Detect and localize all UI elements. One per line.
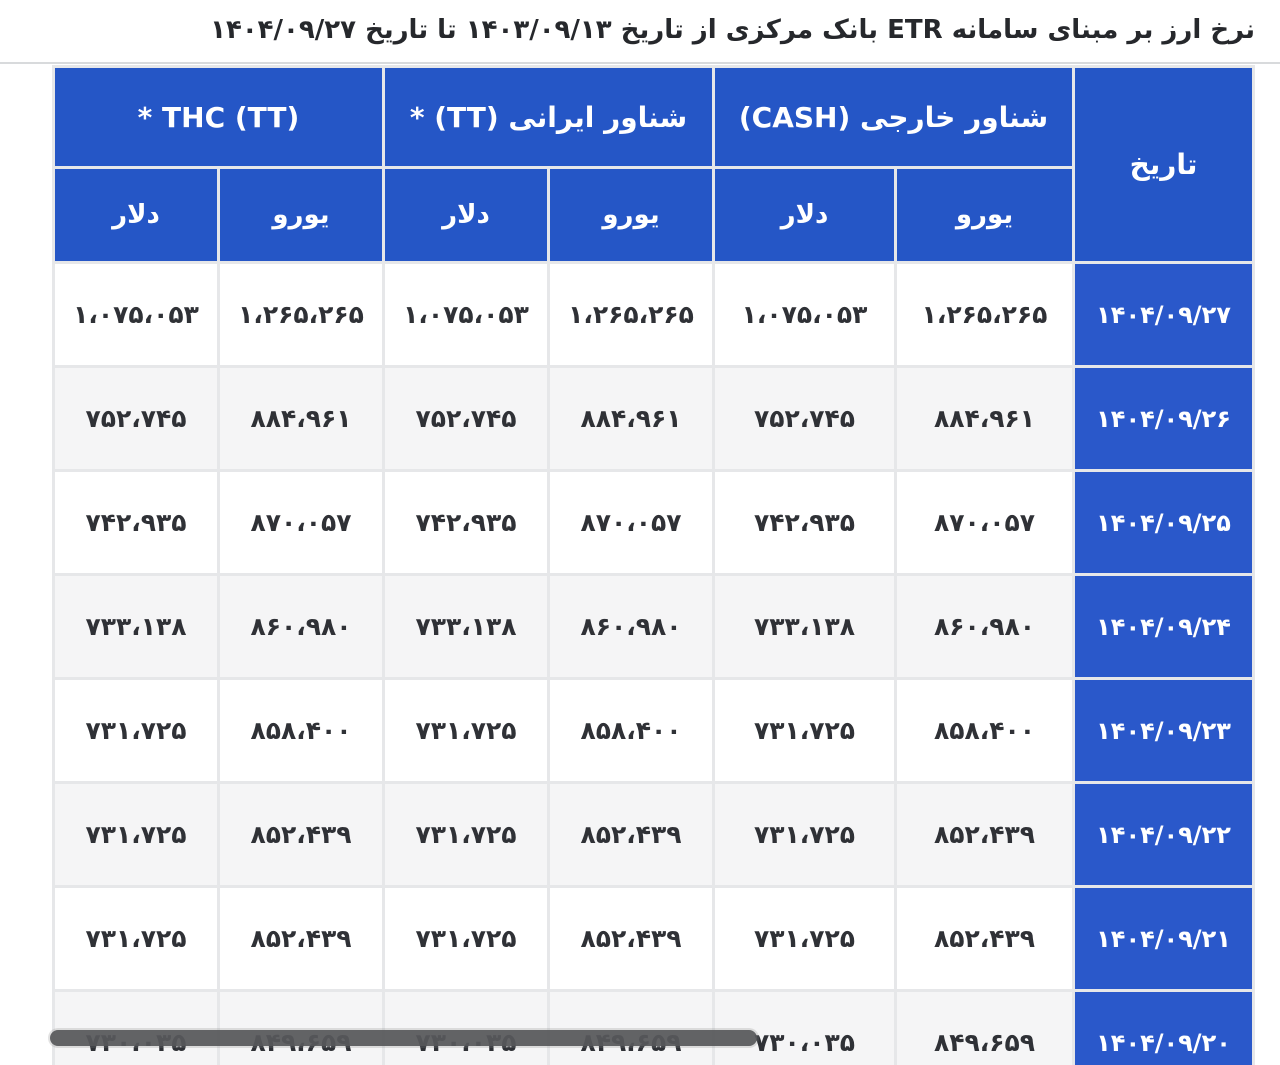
rate-cell-dollar-cash: ۷۴۲،۹۳۵ [712, 469, 897, 576]
rate-cell-dollar-cash: ۷۳۰،۰۳۵ [712, 989, 897, 1065]
horizontal-scrollbar-thumb[interactable] [50, 1030, 757, 1046]
table-row: ۱۴۰۴/۰۹/۲۰ ۸۴۹،۶۵۹ ۷۳۰،۰۳۵ ۸۴۹،۶۵۹ ۷۳۰،۰… [51, 989, 1255, 1065]
table-row: ۱۴۰۴/۰۹/۲۵ ۸۷۰،۰۵۷ ۷۴۲،۹۳۵ ۸۷۰،۰۵۷ ۷۴۲،۹… [51, 469, 1255, 576]
column-header-euro-iranian: یورو [547, 166, 715, 264]
group-header-row: تاریخ شناور خارجی (CASH) شناور ایرانی (T… [51, 65, 1255, 264]
rate-cell-euro-thc: ۱،۲۶۵،۲۶۵ [216, 261, 385, 368]
rate-cell-dollar-iranian: ۷۳۱،۷۲۵ [381, 885, 551, 992]
rate-cell-euro-cash: ۸۸۴،۹۶۱ [894, 365, 1075, 472]
table-row: ۱۴۰۴/۰۹/۲۲ ۸۵۲،۴۳۹ ۷۳۱،۷۲۵ ۸۵۲،۴۳۹ ۷۳۱،۷… [51, 781, 1255, 888]
rate-cell-euro-iranian: ۸۴۹،۶۵۹ [547, 989, 715, 1065]
date-cell: ۱۴۰۴/۰۹/۲۵ [1072, 469, 1255, 576]
rate-cell-euro-iranian: ۸۷۰،۰۵۷ [547, 469, 715, 576]
rate-cell-euro-cash: ۸۶۰،۹۸۰ [894, 573, 1075, 680]
rate-cell-euro-cash: ۸۴۹،۶۵۹ [894, 989, 1075, 1065]
rate-cell-euro-cash: ۱،۲۶۵،۲۶۵ [894, 261, 1075, 368]
rate-cell-dollar-iranian: ۷۳۰،۰۳۵ [381, 989, 551, 1065]
rate-cell-dollar-thc: ۷۵۲،۷۴۵ [51, 365, 220, 472]
rate-cell-dollar-cash: ۷۳۱،۷۲۵ [712, 677, 897, 784]
date-cell: ۱۴۰۴/۰۹/۲۶ [1072, 365, 1255, 472]
table-header: تاریخ شناور خارجی (CASH) شناور ایرانی (T… [51, 65, 1255, 264]
rate-cell-dollar-cash: ۱،۰۷۵،۰۵۳ [712, 261, 897, 368]
table-row: ۱۴۰۴/۰۹/۲۳ ۸۵۸،۴۰۰ ۷۳۱،۷۲۵ ۸۵۸،۴۰۰ ۷۳۱،۷… [51, 677, 1255, 784]
date-cell: ۱۴۰۴/۰۹/۲۷ [1072, 261, 1255, 368]
date-cell: ۱۴۰۴/۰۹/۲۴ [1072, 573, 1255, 680]
rate-cell-dollar-thc: ۷۳۳،۱۳۸ [51, 573, 220, 680]
rate-cell-euro-thc: ۸۷۰،۰۵۷ [216, 469, 385, 576]
date-cell: ۱۴۰۴/۰۹/۲۰ [1072, 989, 1255, 1065]
column-header-date: تاریخ [1072, 65, 1255, 264]
rate-cell-euro-iranian: ۸۵۲،۴۳۹ [547, 885, 715, 992]
rate-cell-euro-thc: ۸۵۲،۴۳۹ [216, 781, 385, 888]
rate-cell-euro-iranian: ۱،۲۶۵،۲۶۵ [547, 261, 715, 368]
rate-cell-euro-iranian: ۸۶۰،۹۸۰ [547, 573, 715, 680]
rate-cell-dollar-thc: ۱،۰۷۵،۰۵۳ [51, 261, 220, 368]
column-group-foreign-cash: شناور خارجی (CASH) [712, 65, 1075, 169]
date-cell: ۱۴۰۴/۰۹/۲۳ [1072, 677, 1255, 784]
rate-cell-euro-iranian: ۸۵۲،۴۳۹ [547, 781, 715, 888]
date-cell: ۱۴۰۴/۰۹/۲۲ [1072, 781, 1255, 888]
rate-cell-euro-cash: ۸۷۰،۰۵۷ [894, 469, 1075, 576]
rate-cell-dollar-iranian: ۷۳۳،۱۳۸ [381, 573, 551, 680]
column-header-dollar-thc: دلار [51, 166, 220, 264]
rate-cell-euro-thc: ۸۶۰،۹۸۰ [216, 573, 385, 680]
page-title: نرخ ارز بر مبنای سامانه ETR بانک مرکزی ا… [210, 15, 1255, 45]
rate-cell-dollar-thc: ۷۴۲،۹۳۵ [51, 469, 220, 576]
rate-cell-dollar-iranian: ۷۳۱،۷۲۵ [381, 677, 551, 784]
rate-cell-dollar-thc: ۷۳۱،۷۲۵ [51, 677, 220, 784]
rate-cell-euro-cash: ۸۵۲،۴۳۹ [894, 885, 1075, 992]
rate-cell-euro-thc: ۸۵۸،۴۰۰ [216, 677, 385, 784]
table-row: ۱۴۰۴/۰۹/۲۷ ۱،۲۶۵،۲۶۵ ۱،۰۷۵،۰۵۳ ۱،۲۶۵،۲۶۵… [51, 261, 1255, 368]
rate-cell-dollar-cash: ۷۳۱،۷۲۵ [712, 885, 897, 992]
rate-cell-euro-cash: ۸۵۲،۴۳۹ [894, 781, 1075, 888]
rate-cell-euro-cash: ۸۵۸،۴۰۰ [894, 677, 1075, 784]
date-cell: ۱۴۰۴/۰۹/۲۱ [1072, 885, 1255, 992]
rate-cell-dollar-iranian: ۷۵۲،۷۴۵ [381, 365, 551, 472]
exchange-rate-table: تاریخ شناور خارجی (CASH) شناور ایرانی (T… [51, 65, 1255, 1065]
rate-cell-dollar-thc: ۷۳۱،۷۲۵ [51, 885, 220, 992]
rate-cell-dollar-cash: ۷۵۲،۷۴۵ [712, 365, 897, 472]
rate-cell-dollar-cash: ۷۳۱،۷۲۵ [712, 781, 897, 888]
column-header-dollar-iranian: دلار [381, 166, 551, 264]
sub-header-row: یورو دلار یورو دلار یورو دلار [51, 166, 1253, 264]
rate-cell-euro-iranian: ۸۵۸،۴۰۰ [547, 677, 715, 784]
column-group-iranian-floating-tt: شناور ایرانی (TT) * [381, 65, 716, 169]
divider-line [0, 62, 1280, 64]
rate-cell-euro-thc: ۸۴۹،۶۵۹ [216, 989, 385, 1065]
table-body: ۱۴۰۴/۰۹/۲۷ ۱،۲۶۵،۲۶۵ ۱،۰۷۵،۰۵۳ ۱،۲۶۵،۲۶۵… [51, 261, 1255, 1065]
column-group-thc-tt: THC (TT) * [51, 65, 385, 169]
rate-cell-dollar-cash: ۷۳۳،۱۳۸ [712, 573, 897, 680]
rate-cell-dollar-thc: ۷۳۰،۰۳۵ [51, 989, 220, 1065]
column-header-euro-cash: یورو [894, 166, 1075, 264]
table-row: ۱۴۰۴/۰۹/۲۶ ۸۸۴،۹۶۱ ۷۵۲،۷۴۵ ۸۸۴،۹۶۱ ۷۵۲،۷… [51, 365, 1255, 472]
rate-cell-euro-iranian: ۸۸۴،۹۶۱ [547, 365, 715, 472]
column-header-euro-thc: یورو [216, 166, 385, 264]
rate-cell-dollar-iranian: ۷۳۱،۷۲۵ [381, 781, 551, 888]
table-row: ۱۴۰۴/۰۹/۲۱ ۸۵۲،۴۳۹ ۷۳۱،۷۲۵ ۸۵۲،۴۳۹ ۷۳۱،۷… [51, 885, 1255, 992]
rate-cell-euro-thc: ۸۵۲،۴۳۹ [216, 885, 385, 992]
rate-cell-euro-thc: ۸۸۴،۹۶۱ [216, 365, 385, 472]
column-header-dollar-cash: دلار [712, 166, 897, 264]
rate-cell-dollar-thc: ۷۳۱،۷۲۵ [51, 781, 220, 888]
table-row: ۱۴۰۴/۰۹/۲۴ ۸۶۰،۹۸۰ ۷۳۳،۱۳۸ ۸۶۰،۹۸۰ ۷۳۳،۱… [51, 573, 1255, 680]
rate-cell-dollar-iranian: ۱،۰۷۵،۰۵۳ [381, 261, 551, 368]
rate-cell-dollar-iranian: ۷۴۲،۹۳۵ [381, 469, 551, 576]
